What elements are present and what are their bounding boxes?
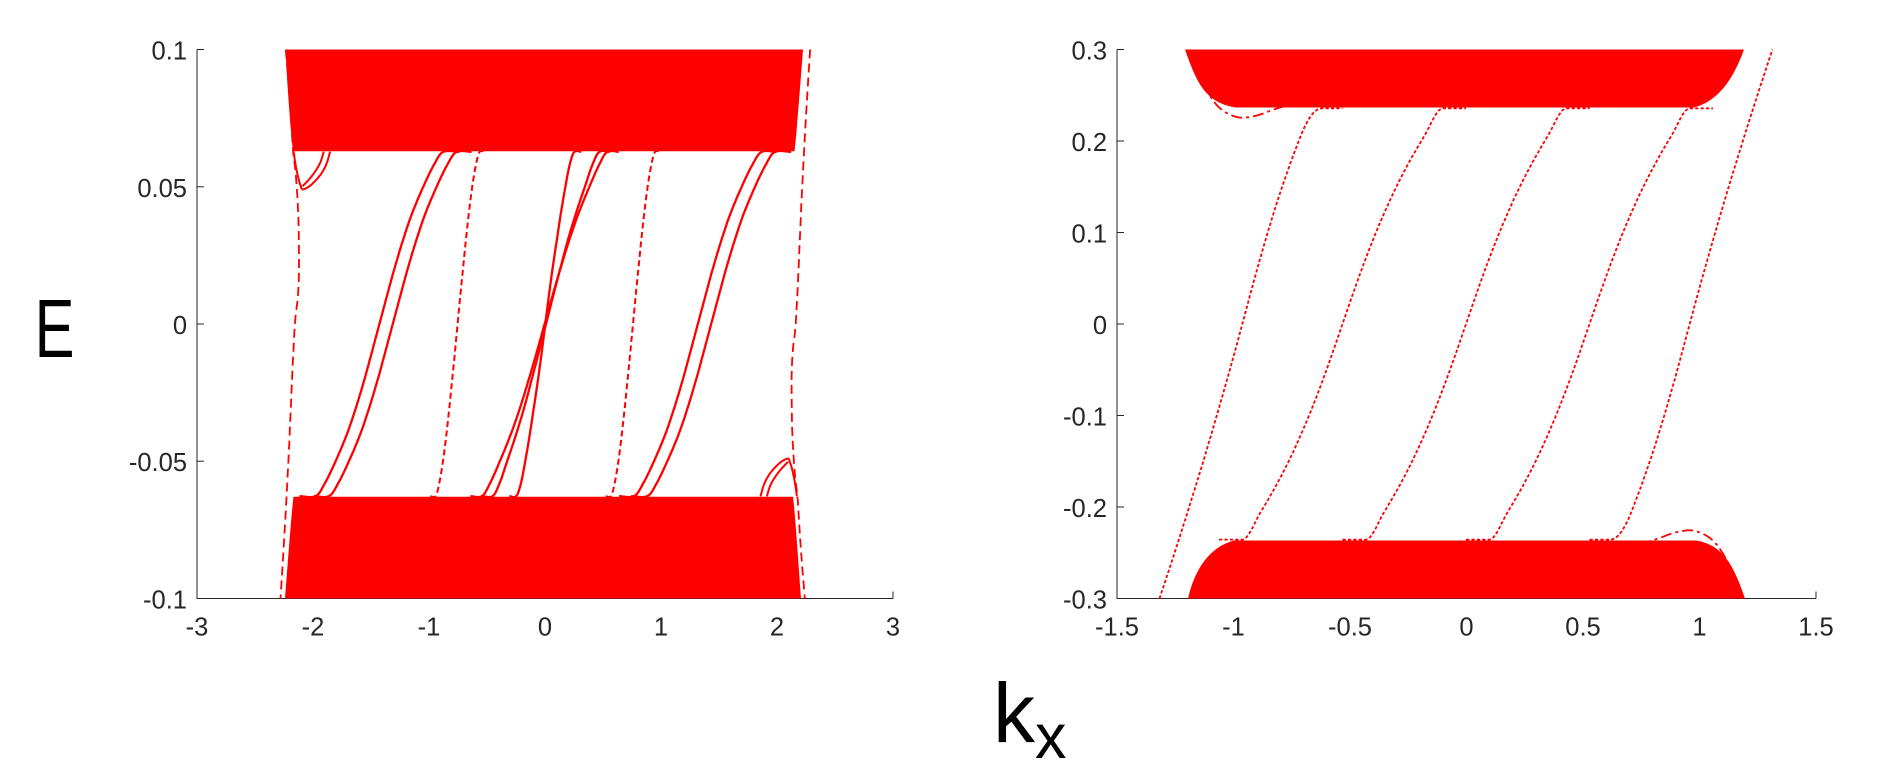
svg-text:-1.5: -1.5	[1095, 614, 1139, 642]
svg-text:0: 0	[538, 614, 552, 642]
svg-text:0: 0	[173, 312, 187, 340]
svg-text:-2: -2	[302, 614, 325, 642]
svg-text:0.1: 0.1	[152, 38, 187, 66]
svg-text:-1: -1	[418, 614, 441, 642]
svg-text:-0.1: -0.1	[1063, 404, 1107, 432]
svg-text:0: 0	[1459, 614, 1473, 642]
svg-text:0: 0	[1093, 312, 1107, 340]
svg-text:1: 1	[1692, 614, 1706, 642]
svg-text:1: 1	[654, 614, 668, 642]
svg-text:3: 3	[886, 614, 900, 642]
svg-text:-0.3: -0.3	[1063, 587, 1107, 615]
svg-text:kx: kx	[993, 666, 1067, 772]
svg-text:0.5: 0.5	[1565, 614, 1600, 642]
svg-text:-0.1: -0.1	[143, 587, 187, 615]
svg-text:2: 2	[770, 614, 784, 642]
svg-text:-0.05: -0.05	[129, 449, 187, 477]
svg-text:0.05: 0.05	[137, 175, 187, 203]
svg-text:-0.5: -0.5	[1328, 614, 1372, 642]
svg-text:1.5: 1.5	[1798, 614, 1833, 642]
svg-text:-1: -1	[1222, 614, 1245, 642]
svg-text:-3: -3	[186, 614, 209, 642]
svg-text:0.1: 0.1	[1072, 221, 1107, 249]
svg-text:0.2: 0.2	[1072, 129, 1107, 157]
svg-text:E: E	[35, 284, 75, 376]
svg-text:0.3: 0.3	[1072, 38, 1107, 66]
svg-text:-0.2: -0.2	[1063, 495, 1107, 523]
